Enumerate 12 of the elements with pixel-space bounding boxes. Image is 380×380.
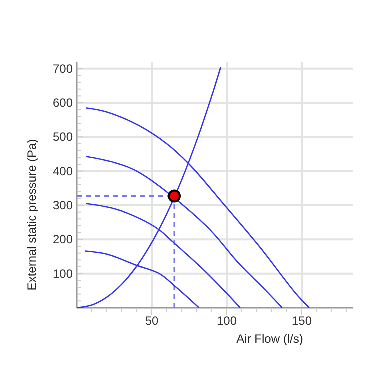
x-tick-label: 150 <box>292 314 312 328</box>
y-tick-label: 300 <box>52 198 74 212</box>
y-tick-label: 200 <box>52 232 74 247</box>
y-axis-title: External static pressure (Pa) <box>25 139 39 291</box>
y-tick-label: 700 <box>52 62 74 76</box>
y-tick-label: 600 <box>52 96 74 110</box>
y-tick-label: 500 <box>52 130 74 144</box>
x-tick-label: 50 <box>145 314 159 328</box>
x-axis-title: Air Flow (l/s) <box>236 332 304 346</box>
x-tick-label: 100 <box>216 314 238 328</box>
y-tick-label: 100 <box>52 266 74 281</box>
y-tick-label: 400 <box>52 164 74 178</box>
